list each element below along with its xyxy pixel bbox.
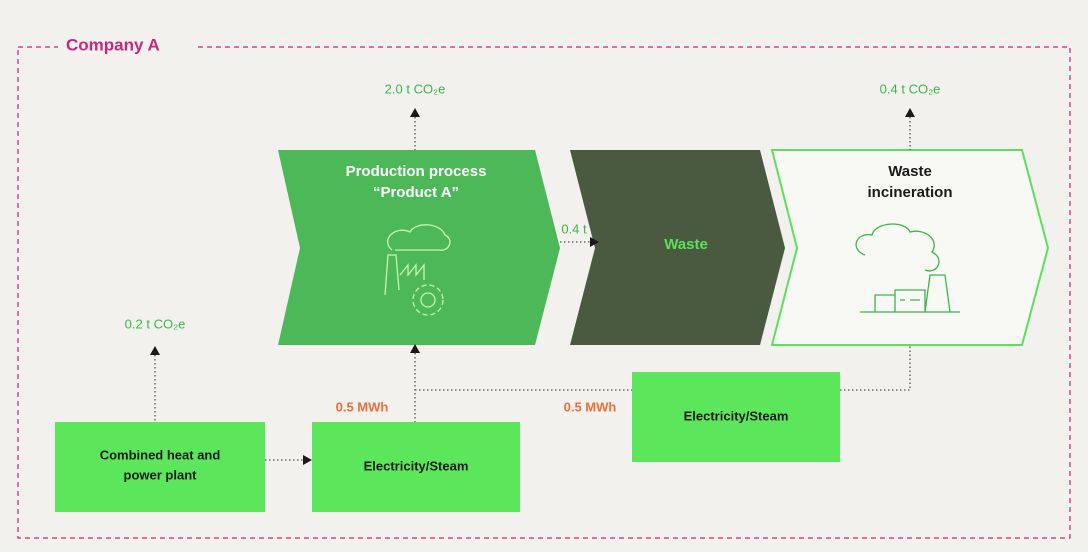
incinerator-icon: [855, 223, 960, 313]
box-label: Electricity/Steam: [684, 408, 789, 423]
box: [312, 422, 520, 512]
process-label: Production process: [346, 163, 487, 180]
box: [55, 422, 265, 512]
process-label: incineration: [867, 184, 952, 201]
factory-icon: [384, 224, 451, 316]
flow-label: 0.5 MWh: [564, 399, 617, 414]
emission-label: 0.4 t CO₂e: [880, 81, 941, 96]
connectors: [150, 108, 915, 465]
flow-label: 0.5 MWh: [336, 399, 389, 414]
company-border: [17, 46, 1071, 539]
process-label: “Product A”: [373, 184, 459, 201]
label-bg: [58, 36, 198, 56]
process-chevron: [278, 150, 560, 345]
company-label: Company A: [66, 35, 160, 54]
box-label: Electricity/Steam: [364, 458, 469, 473]
box: [632, 372, 840, 462]
box-label: Combined heat and: [100, 447, 221, 462]
emission-label: 0.2 t CO₂e: [125, 316, 186, 331]
process-label: Waste: [888, 163, 932, 180]
process-chevron: [570, 150, 785, 345]
process-chevron: [770, 149, 1050, 346]
flow-label: 0.4 t: [561, 221, 587, 236]
process-label: Waste: [664, 236, 708, 253]
emission-label: 2.0 t CO₂e: [385, 81, 446, 96]
box-label: power plant: [124, 467, 198, 482]
